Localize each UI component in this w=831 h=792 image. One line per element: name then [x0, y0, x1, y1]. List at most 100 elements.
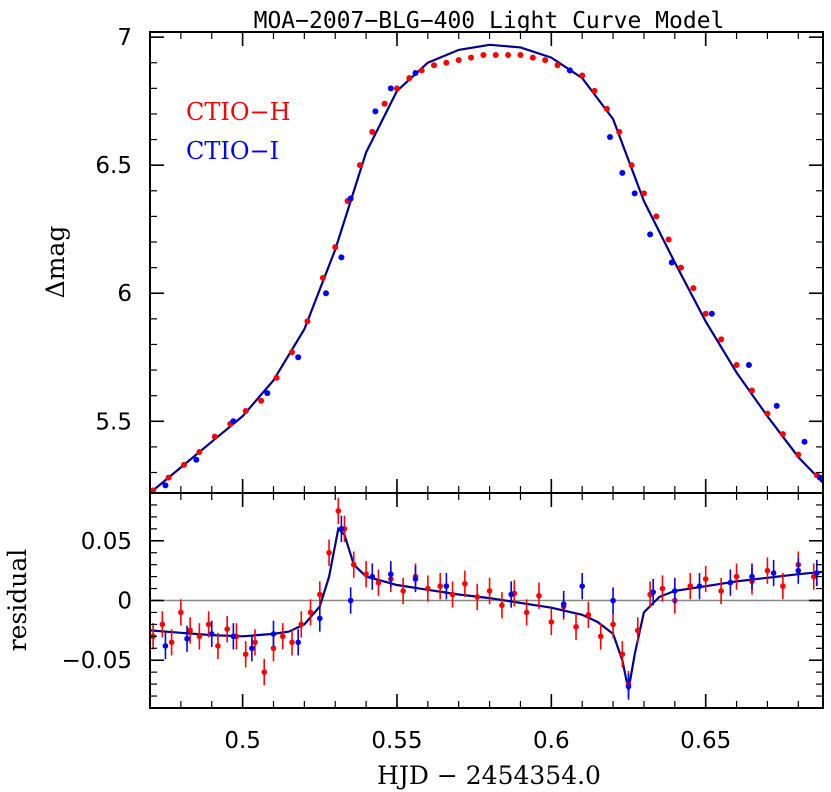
data-point-ctio-h: [492, 52, 499, 59]
y-tick-label: 5.5: [95, 409, 132, 435]
data-point-ctio-i: [387, 85, 394, 92]
y-tick-label: −0.05: [62, 648, 132, 674]
data-point-ctio-i: [770, 570, 777, 576]
data-point-ctio-h: [298, 621, 305, 628]
data-point-ctio-h: [733, 361, 740, 368]
data-point-ctio-i: [816, 474, 823, 481]
data-point-ctio-h: [165, 474, 172, 481]
data-point-ctio-h: [795, 451, 802, 458]
data-point-ctio-i: [727, 579, 734, 586]
data-point-ctio-h: [400, 588, 406, 594]
data-point-ctio-h: [316, 591, 323, 598]
data-point-ctio-i: [773, 402, 780, 409]
data-point-ctio-h: [634, 627, 641, 634]
data-point-ctio-h: [474, 594, 481, 600]
data-point-ctio-i: [672, 588, 678, 594]
data-point-ctio-i: [412, 576, 419, 582]
data-point-ctio-h: [350, 561, 357, 568]
data-point-ctio-h: [542, 57, 549, 64]
data-point-ctio-i: [249, 645, 255, 652]
data-point-ctio-h: [289, 639, 295, 646]
y-axis-label-residual: residual: [3, 549, 32, 652]
data-point-ctio-h: [211, 433, 218, 440]
data-point-ctio-h: [431, 62, 438, 69]
data-point-ctio-h: [764, 410, 771, 417]
data-point-ctio-i: [193, 456, 200, 463]
data-point-ctio-h: [718, 588, 724, 594]
data-point-ctio-i: [606, 134, 613, 141]
data-point-ctio-i: [338, 254, 345, 261]
data-point-ctio-h: [205, 621, 212, 628]
data-point-ctio-h: [196, 633, 203, 640]
data-point-ctio-h: [687, 583, 694, 589]
chart-title: MOA−2007−BLG−400 Light Curve Model: [254, 8, 725, 34]
data-point-ctio-i: [338, 526, 345, 532]
data-point-ctio-h: [279, 633, 286, 640]
data-point-ctio-i: [162, 482, 169, 489]
data-point-ctio-i: [412, 69, 419, 76]
legend: CTIO−H CTIO−I: [186, 98, 291, 165]
model-curve: [149, 43, 824, 494]
data-point-ctio-h: [273, 374, 280, 381]
data-point-ctio-i: [372, 108, 379, 115]
y-tick-label: 0.05: [81, 529, 132, 555]
data-point-ctio-h: [480, 52, 487, 59]
data-point-ctio-h: [319, 274, 326, 281]
data-point-ctio-h: [628, 162, 635, 169]
data-point-ctio-h: [437, 583, 443, 589]
data-point-ctio-i: [208, 631, 215, 637]
data-point-ctio-h: [702, 310, 709, 317]
data-point-ctio-i: [631, 190, 638, 197]
data-point-ctio-h: [150, 487, 157, 494]
data-point-ctio-h: [554, 62, 561, 69]
data-point-ctio-h: [764, 567, 771, 574]
data-point-ctio-h: [307, 609, 314, 616]
data-point-ctio-i: [508, 591, 514, 598]
data-point-ctio-h: [455, 57, 462, 64]
x-tick-label: 0.55: [371, 728, 422, 754]
data-point-ctio-i: [184, 635, 190, 642]
y-tick-label: 0: [117, 589, 132, 615]
data-point-ctio-i: [650, 589, 657, 595]
data-point-ctio-h: [159, 621, 166, 628]
data-point-ctio-i: [647, 231, 654, 238]
data-point-ctio-i: [347, 597, 354, 604]
x-tick-label: 0.65: [680, 728, 731, 754]
data-point-ctio-i: [696, 583, 703, 589]
data-point-ctio-h: [690, 285, 697, 292]
residual-ticks: 0.5 0.55 0.6 0.65 −0.05 0 0.05: [62, 492, 823, 754]
data-point-ctio-h: [242, 651, 249, 658]
data-point-ctio-h: [196, 449, 203, 456]
data-point-ctio-h: [585, 612, 592, 618]
data-point-ctio-h: [289, 349, 296, 356]
data-point-ctio-h: [536, 592, 542, 599]
data-point-ctio-i: [230, 418, 237, 425]
data-point-ctio-h: [393, 85, 400, 92]
data-point-ctio-h: [375, 579, 382, 586]
data-point-ctio-h: [653, 213, 660, 220]
data-point-ctio-i: [322, 290, 329, 297]
y-axis-label-delta-mag: Δmag: [41, 226, 70, 299]
data-point-ctio-h: [573, 623, 579, 630]
data-point-ctio-h: [270, 645, 277, 652]
data-point-ctio-h: [178, 609, 184, 616]
data-point-ctio-h: [665, 236, 672, 243]
data-point-ctio-i: [270, 631, 277, 637]
data-point-ctio-h: [523, 609, 530, 616]
model-curve: [149, 526, 824, 691]
data-point-ctio-i: [162, 643, 169, 649]
data-point-ctio-h: [591, 87, 598, 94]
light-curve-panel: 5.5 6 6.5 7 Δmag CTIO−H CTIO−I: [41, 25, 824, 494]
data-point-ctio-h: [406, 75, 413, 82]
data-point-ctio-i: [795, 567, 802, 574]
data-point-ctio-i: [625, 683, 632, 690]
data-point-ctio-h: [335, 508, 342, 514]
y-tick-label: 6: [117, 281, 132, 307]
data-point-ctio-i: [708, 310, 715, 317]
data-point-ctio-h: [779, 431, 786, 438]
data-point-ctio-h: [677, 264, 684, 271]
data-point-ctio-i: [749, 573, 755, 580]
data-point-ctio-i: [668, 259, 675, 266]
data-point-ctio-h: [224, 626, 230, 632]
data-point-ctio-h: [748, 387, 755, 394]
